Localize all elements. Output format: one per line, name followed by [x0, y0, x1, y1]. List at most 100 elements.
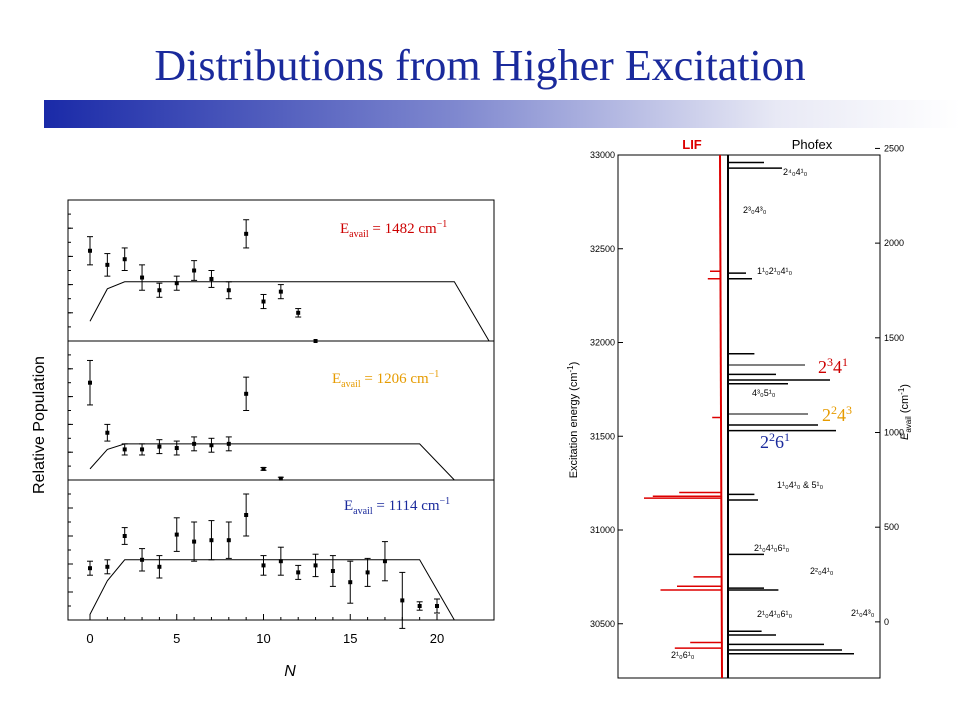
data-point	[278, 289, 283, 294]
peak-label-3: 1¹₀2¹₀4¹₀	[757, 266, 792, 276]
data-point	[209, 538, 214, 543]
excitation-axis-label: Excitation energy (cm-1)	[566, 362, 580, 479]
left-y-tick-label: 31500	[590, 431, 615, 441]
peak-label-7: 2²₀4¹₀	[810, 566, 834, 576]
x-tick-label: 10	[256, 631, 270, 646]
data-point	[192, 268, 197, 273]
peak-label-1: 2⁴₀4¹₀	[783, 167, 808, 177]
peak-label-5: 1¹₀4¹₀ & 5¹₀	[777, 480, 823, 490]
data-point	[261, 466, 266, 471]
panel-2-label-post: = 1206 cm	[361, 371, 429, 387]
right-chart-marks	[644, 154, 854, 679]
data-point	[330, 569, 335, 573]
eavail-axis-label-sub: avail	[904, 416, 913, 433]
data-point	[382, 559, 387, 564]
data-point	[157, 564, 162, 569]
x-axis-label: N	[284, 663, 296, 680]
peak-label-9: 2¹₀4³₀	[851, 608, 875, 618]
data-point	[417, 604, 422, 608]
lif-baseline	[719, 154, 723, 679]
data-point	[435, 604, 439, 608]
panel-2-label: Eavail = 1206 cm−1	[332, 369, 439, 390]
data-point	[105, 262, 110, 267]
data-point	[140, 275, 145, 280]
data-point	[296, 570, 301, 575]
fit-line	[89, 281, 490, 342]
left-y-tick-label: 32500	[590, 244, 615, 254]
panel-1-label-sup: −1	[437, 219, 448, 230]
right-y-tick-label: 2000	[884, 238, 904, 248]
data-point	[192, 539, 197, 544]
lif-label: LIF	[682, 137, 702, 152]
data-point	[244, 231, 249, 236]
data-point	[140, 557, 145, 562]
data-point	[261, 299, 266, 304]
callout-2-2-6-1-sup1: 2	[769, 430, 775, 444]
right-y-tick-label: 1000	[884, 428, 904, 438]
right-y-tick-label: 1500	[884, 333, 904, 343]
callout-2-2-4-3: 2243	[822, 403, 852, 425]
data-point	[209, 276, 214, 281]
right-y-tick-label: 2500	[884, 143, 904, 153]
data-point	[365, 570, 370, 575]
x-tick-label: 5	[173, 631, 180, 646]
left-chart-x-ticks: 0 5 10 15 20	[86, 631, 444, 646]
panel-1-label: Eavail = 1482 cm−1	[340, 219, 447, 240]
callout-2-3-4-1-base: 2	[818, 357, 827, 377]
data-point	[122, 534, 127, 538]
excitation-axis-label-sup: -1	[566, 365, 575, 373]
data-point	[313, 339, 318, 343]
data-point	[174, 446, 179, 451]
data-point	[226, 288, 231, 293]
right-y-tick-label: 0	[884, 617, 889, 627]
excitation-axis-label-close: )	[568, 362, 580, 366]
callout-2-3-4-1-sup1: 3	[827, 355, 833, 369]
peak-label-8: 2¹₀4¹₀6¹₀	[757, 609, 792, 619]
panel-1-label-sub: avail	[349, 229, 369, 240]
data-point	[348, 580, 353, 585]
left-chart-marks	[87, 219, 490, 629]
panel-2-label-sub: avail	[341, 379, 361, 390]
slide-title: Distributions from Higher Excitation	[154, 41, 806, 90]
data-point	[261, 563, 266, 568]
eavail-axis-label-sup: -1	[897, 387, 906, 395]
data-point	[226, 538, 231, 543]
callout-2-3-4-1-mid: 4	[833, 357, 842, 377]
x-tick-label: 15	[343, 631, 357, 646]
fit-line	[89, 559, 455, 621]
peak-label-4: 4³₀5¹₀	[752, 388, 776, 398]
data-point	[313, 563, 318, 568]
right-chart-frame: 3050031000315003200032500330000500100015…	[590, 143, 904, 679]
panel-3-label-sub: avail	[353, 506, 373, 517]
left-y-tick-label: 33000	[590, 150, 615, 160]
eavail-axis-label-pre: E	[899, 432, 911, 440]
panel-3-label-sup: −1	[440, 496, 451, 507]
data-point	[122, 447, 127, 452]
callout-2-2-6-1: 2261	[760, 430, 790, 452]
data-point	[88, 380, 92, 385]
eavail-axis-label: Eavail (cm-1)	[897, 384, 913, 440]
callout-2-2-4-3-sup2: 3	[846, 403, 852, 417]
peak-label-2: 2³₀4³₀	[743, 205, 767, 215]
data-point	[105, 564, 110, 569]
eavail-axis-label-post: (cm	[899, 395, 911, 416]
title-gradient-bar	[44, 100, 960, 128]
callout-2-2-6-1-mid: 6	[775, 432, 784, 452]
x-tick-label: 20	[430, 631, 444, 646]
data-point	[209, 443, 214, 448]
phofex-label: Phofex	[792, 137, 833, 152]
panel-2-label-pre: E	[332, 371, 341, 387]
y-axis-label: Relative Population	[31, 356, 48, 494]
data-point	[226, 441, 231, 446]
data-point	[88, 566, 92, 571]
data-point	[122, 257, 127, 262]
left-y-tick-label: 31000	[590, 525, 615, 535]
data-point	[105, 430, 110, 435]
data-point	[174, 532, 179, 537]
left-y-tick-label: 30500	[590, 619, 615, 629]
data-point	[244, 391, 249, 396]
panel-3-label: Eavail = 1114 cm−1	[344, 496, 450, 517]
panel-3-label-post: = 1114 cm	[373, 498, 440, 514]
data-point	[174, 281, 179, 286]
